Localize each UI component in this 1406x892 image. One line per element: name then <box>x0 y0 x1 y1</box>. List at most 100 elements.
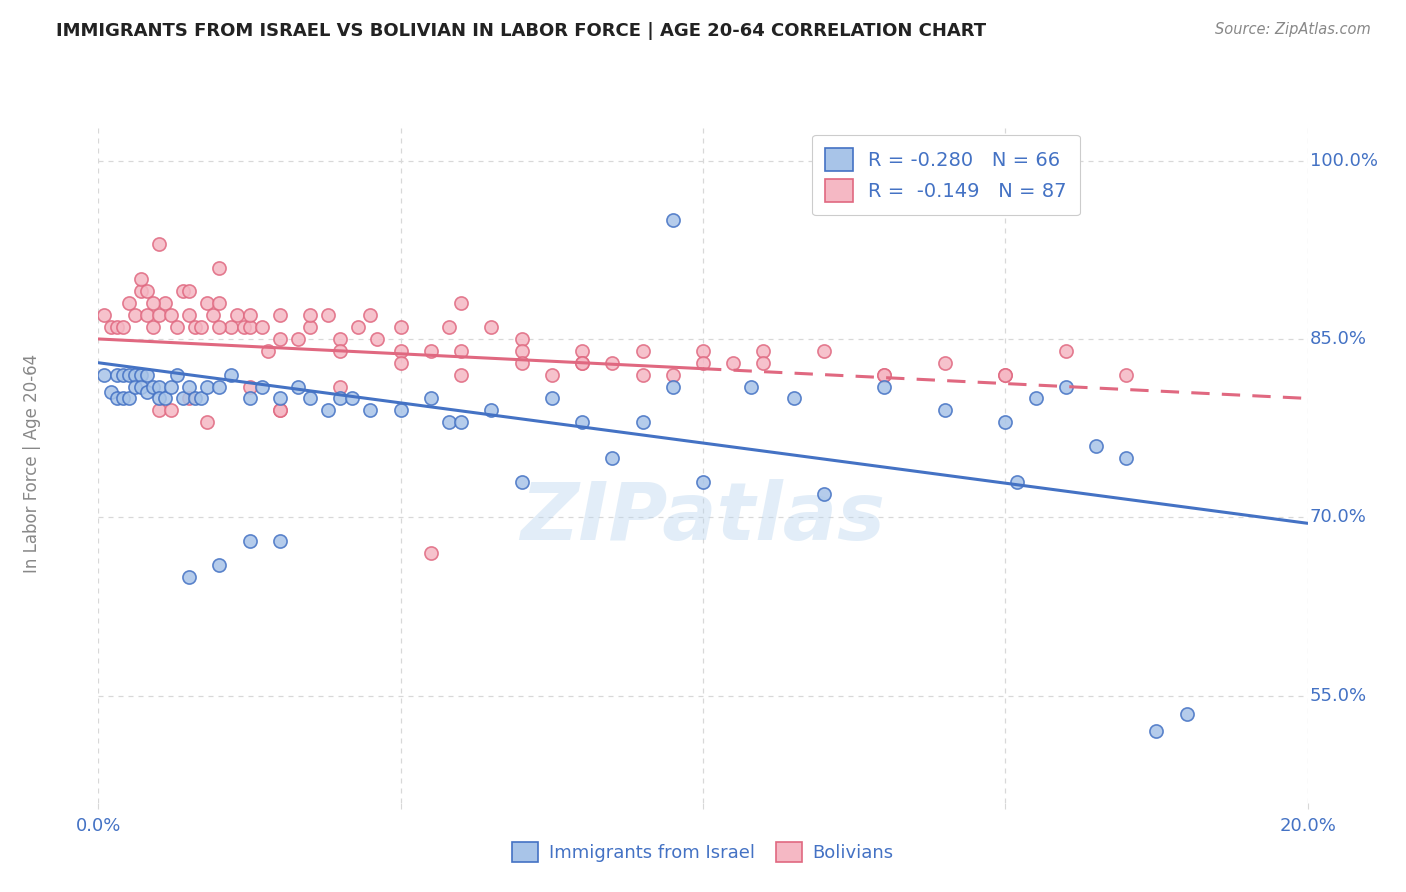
Point <box>366 332 388 346</box>
Point <box>208 260 231 275</box>
Text: 70.0%: 70.0% <box>1310 508 1367 526</box>
Point <box>111 392 134 406</box>
Point <box>994 368 1017 382</box>
Point <box>450 368 472 382</box>
Point <box>419 343 441 358</box>
Text: In Labor Force | Age 20-64: In Labor Force | Age 20-64 <box>22 354 41 574</box>
Point <box>329 379 352 393</box>
Point <box>100 320 122 334</box>
Point <box>661 213 683 227</box>
Point <box>269 392 291 406</box>
Point <box>287 332 309 346</box>
Point <box>124 368 146 382</box>
Point <box>510 356 533 370</box>
Point <box>740 379 762 393</box>
Point <box>177 570 201 584</box>
Point <box>752 356 775 370</box>
Point <box>129 272 152 286</box>
Point <box>510 332 533 346</box>
Point <box>347 320 370 334</box>
Point <box>239 308 262 322</box>
Point <box>239 320 262 334</box>
Text: 85.0%: 85.0% <box>1310 330 1367 348</box>
Point <box>1175 706 1198 721</box>
Point <box>631 368 654 382</box>
Text: Source: ZipAtlas.com: Source: ZipAtlas.com <box>1215 22 1371 37</box>
Point <box>692 343 714 358</box>
Point <box>195 379 218 393</box>
Point <box>540 392 562 406</box>
Point <box>148 308 170 322</box>
Point <box>510 475 533 489</box>
Point <box>129 379 152 393</box>
Point <box>389 320 412 334</box>
Point <box>1144 724 1167 739</box>
Point <box>316 308 339 322</box>
Point <box>93 308 115 322</box>
Point <box>450 415 472 429</box>
Point <box>160 308 183 322</box>
Point <box>873 368 896 382</box>
Point <box>329 392 352 406</box>
Point <box>269 534 291 549</box>
Point <box>1054 379 1077 393</box>
Point <box>540 368 562 382</box>
Point <box>437 415 460 429</box>
Point <box>221 320 243 334</box>
Point <box>571 415 593 429</box>
Point <box>195 296 218 310</box>
Point <box>166 368 188 382</box>
Point <box>142 320 165 334</box>
Point <box>208 558 231 572</box>
Point <box>571 356 593 370</box>
Point <box>873 379 896 393</box>
Point <box>1007 475 1029 489</box>
Point <box>1024 392 1046 406</box>
Point <box>602 356 624 370</box>
Point <box>124 379 146 393</box>
Legend: R = -0.280   N = 66, R =  -0.149   N = 87: R = -0.280 N = 66, R = -0.149 N = 87 <box>811 135 1080 216</box>
Point <box>93 368 115 382</box>
Point <box>329 332 352 346</box>
Point <box>135 385 157 400</box>
Point <box>118 392 141 406</box>
Text: IMMIGRANTS FROM ISRAEL VS BOLIVIAN IN LABOR FORCE | AGE 20-64 CORRELATION CHART: IMMIGRANTS FROM ISRAEL VS BOLIVIAN IN LA… <box>56 22 987 40</box>
Point <box>177 308 201 322</box>
Point <box>481 403 503 417</box>
Point <box>1085 439 1108 453</box>
Point <box>389 343 412 358</box>
Point <box>239 534 262 549</box>
Point <box>631 343 654 358</box>
Point <box>994 368 1017 382</box>
Point <box>631 415 654 429</box>
Point <box>450 296 472 310</box>
Point <box>782 392 804 406</box>
Point <box>148 379 170 393</box>
Point <box>256 343 278 358</box>
Text: ZIPatlas: ZIPatlas <box>520 479 886 558</box>
Point <box>299 320 322 334</box>
Point <box>269 403 291 417</box>
Point <box>129 368 152 382</box>
Point <box>135 285 157 299</box>
Point <box>389 403 412 417</box>
Point <box>221 368 243 382</box>
Point <box>661 368 683 382</box>
Point <box>450 343 472 358</box>
Point <box>190 320 212 334</box>
Point <box>177 285 201 299</box>
Point <box>250 320 273 334</box>
Point <box>437 320 460 334</box>
Point <box>208 320 231 334</box>
Point <box>481 320 503 334</box>
Point <box>419 392 441 406</box>
Point <box>111 368 134 382</box>
Point <box>721 356 744 370</box>
Point <box>118 368 141 382</box>
Point <box>166 320 188 334</box>
Point <box>692 475 714 489</box>
Point <box>360 308 382 322</box>
Point <box>105 392 128 406</box>
Point <box>1115 368 1137 382</box>
Point <box>160 379 183 393</box>
